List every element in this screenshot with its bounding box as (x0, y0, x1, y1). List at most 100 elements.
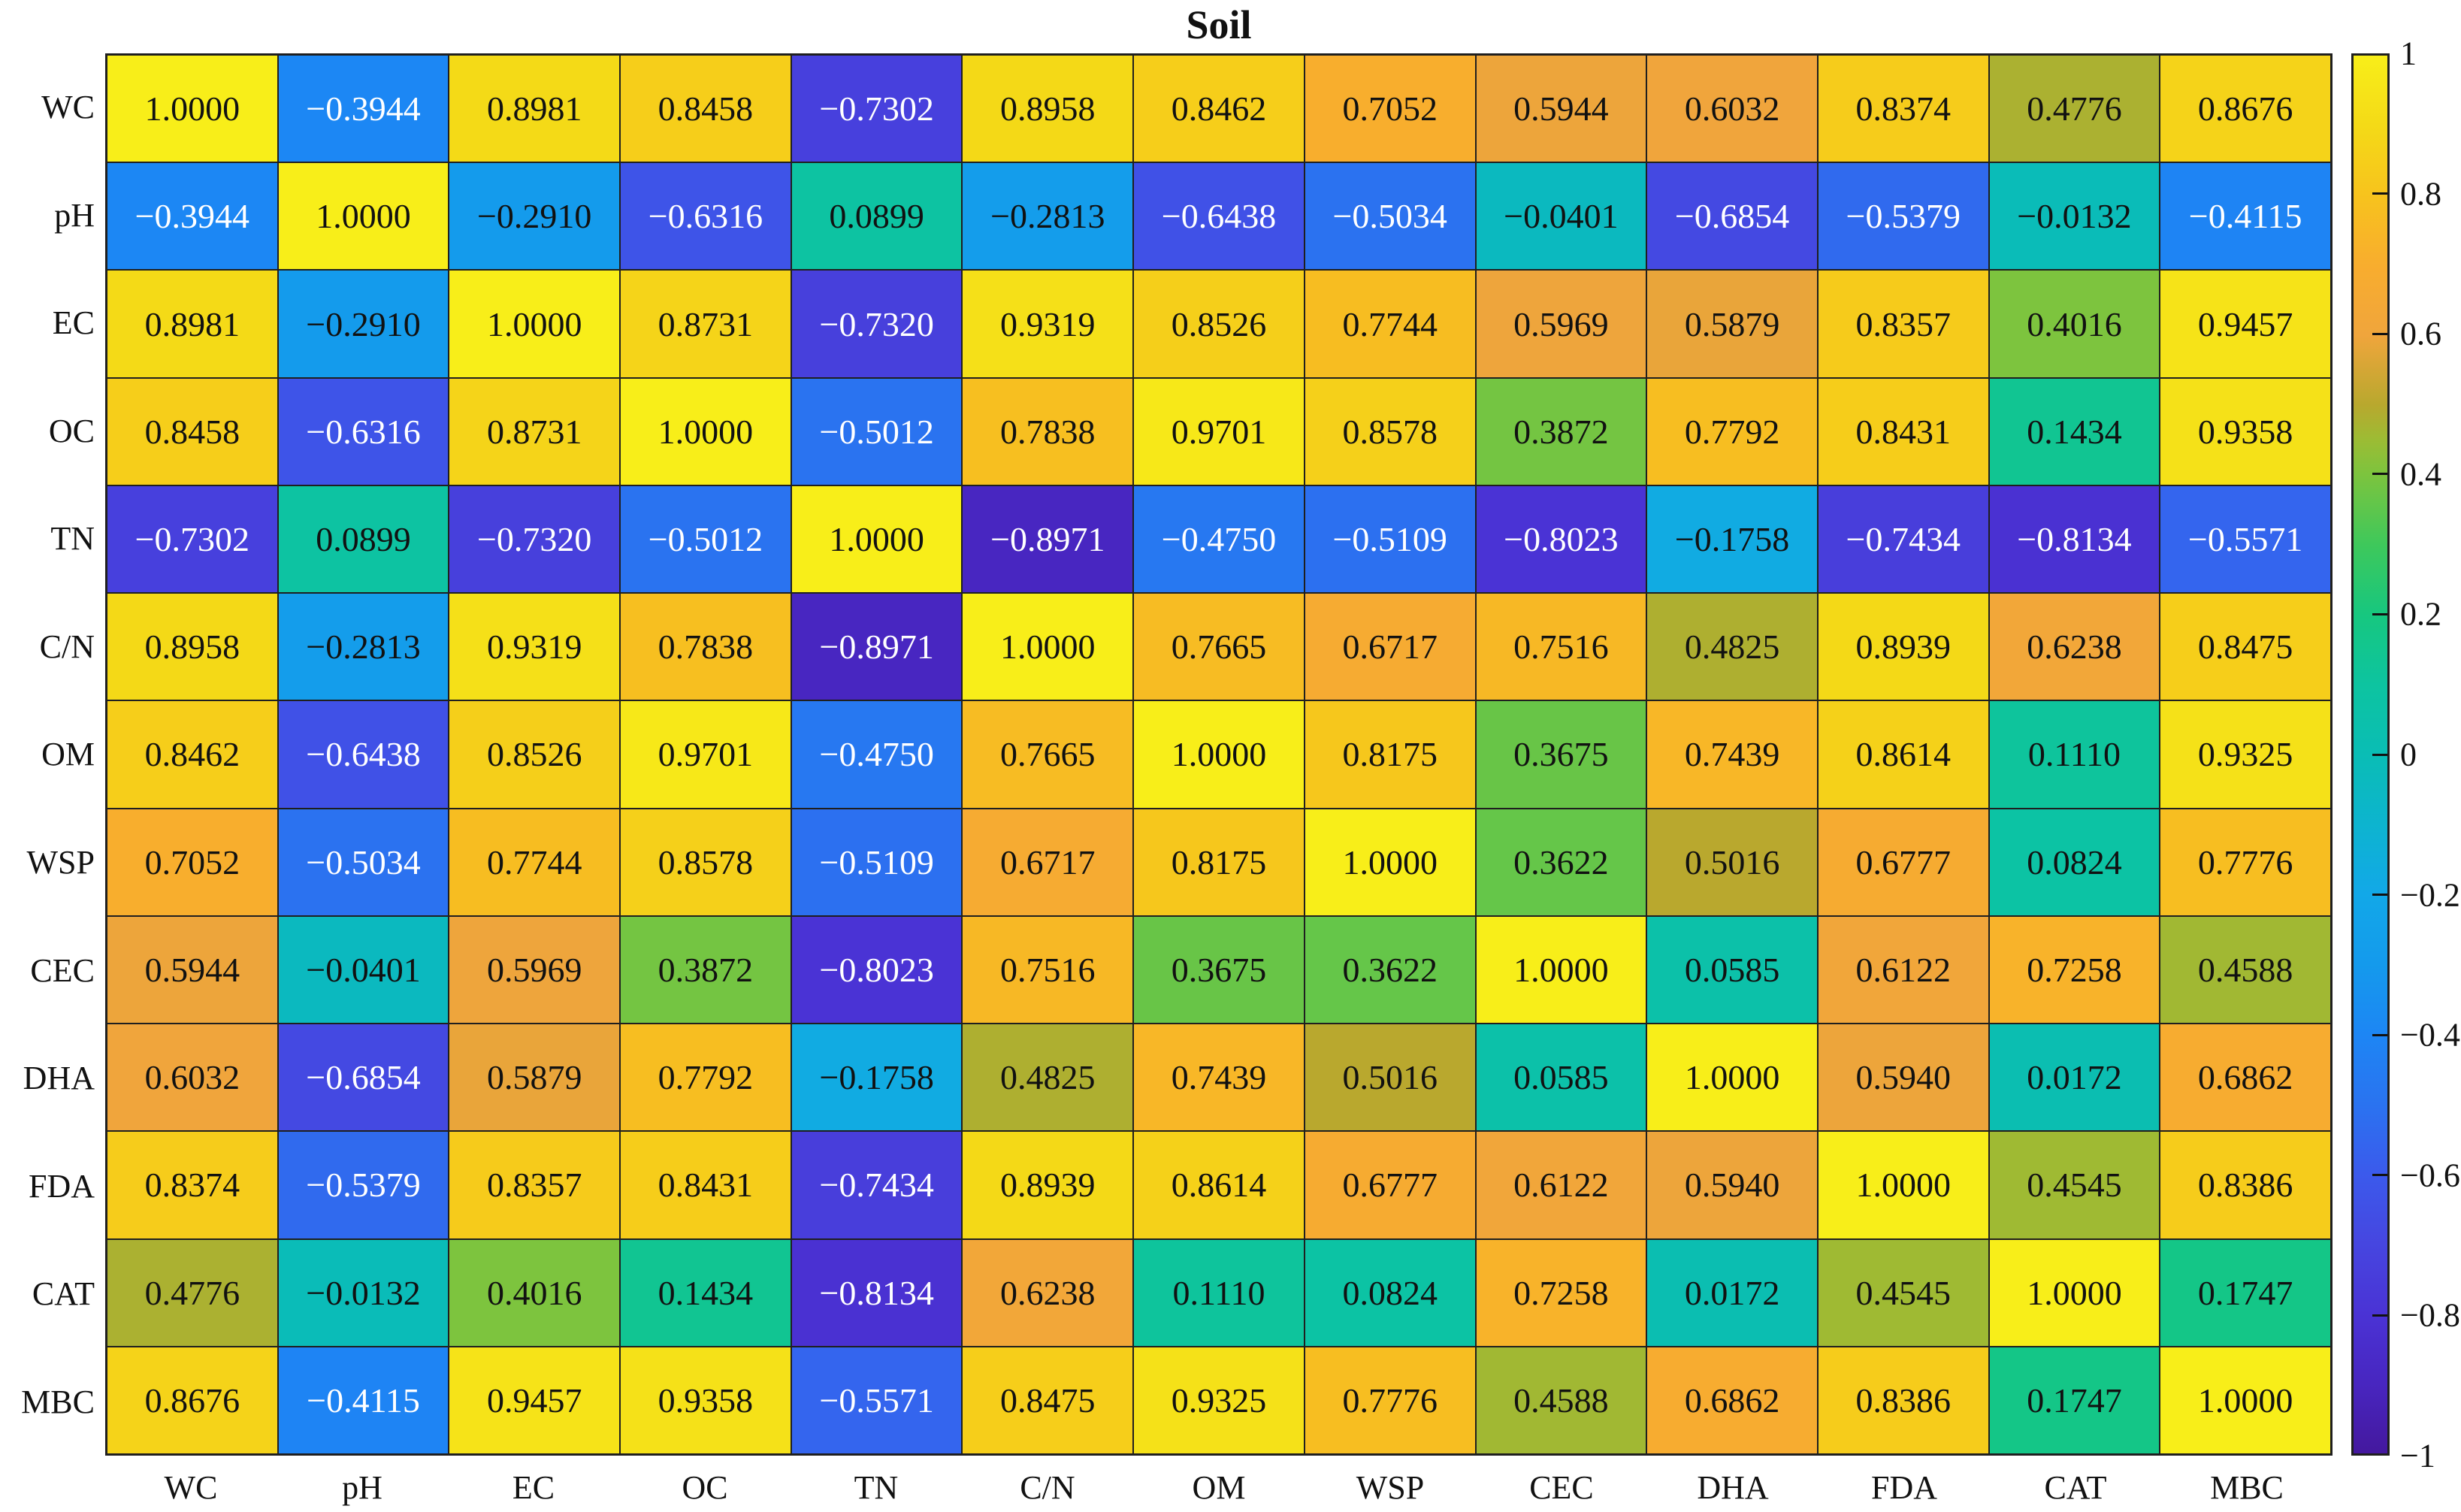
colorbar-tick (2372, 332, 2387, 335)
heatmap-cell: 0.8731 (449, 378, 620, 485)
heatmap-cell: 0.6717 (1305, 594, 1475, 700)
heatmap-cell: 0.8462 (107, 701, 277, 808)
heatmap-cell: −0.5012 (791, 378, 962, 485)
colorbar-tick-label: 0.6 (2400, 315, 2441, 352)
y-axis-label: DHA (23, 1060, 95, 1097)
heatmap-cell: 0.1434 (621, 1239, 791, 1346)
y-axis-label: OM (41, 736, 95, 773)
heatmap-cell: −0.0132 (278, 1239, 449, 1346)
heatmap-cell: −0.6854 (278, 1024, 449, 1131)
heatmap-cell: 0.8475 (963, 1347, 1133, 1453)
heatmap-cell: −0.5571 (791, 1347, 962, 1453)
heatmap-cell: 0.8939 (963, 1132, 1133, 1238)
heatmap-cell: 0.0899 (791, 163, 962, 270)
heatmap-cell: −0.5109 (1305, 485, 1475, 593)
heatmap-cell: −0.0401 (278, 916, 449, 1024)
heatmap-cell: 0.7052 (1305, 56, 1475, 162)
heatmap-cell: 0.9358 (2160, 378, 2330, 485)
heatmap-cell: 0.4545 (1989, 1132, 2160, 1238)
heatmap-cell: 0.8374 (1818, 56, 1988, 162)
heatmap-cell: −0.0132 (1989, 163, 2160, 270)
heatmap-cell: 0.8614 (1134, 1132, 1304, 1238)
heatmap-cell: −0.6438 (1134, 163, 1304, 270)
heatmap-cell: 0.7838 (963, 378, 1133, 485)
heatmap-cell: 0.6032 (107, 1024, 277, 1131)
x-axis-labels: WC pH EC OC TN C/N OM WSP CEC DHA FDA CAT MBC (105, 1460, 2333, 1512)
heatmap-cell: −0.2910 (449, 163, 620, 270)
heatmap-cell: 0.8458 (621, 56, 791, 162)
colorbar-tick (2372, 1174, 2387, 1177)
heatmap-cell: 0.3622 (1476, 809, 1646, 915)
heatmap-cell: 0.0824 (1989, 809, 2160, 915)
heatmap-cell: 0.0585 (1476, 1024, 1646, 1131)
heatmap-cell: 1.0000 (621, 378, 791, 485)
colorbar-tick-label: −0.2 (2400, 876, 2460, 914)
heatmap-cell: 0.0585 (1647, 916, 1817, 1024)
heatmap-cell: 0.6032 (1647, 56, 1817, 162)
heatmap-cell: −0.7302 (791, 56, 962, 162)
heatmap-cell: 0.8475 (2160, 594, 2330, 700)
heatmap-cell: 0.8676 (107, 1347, 277, 1453)
heatmap-cell: 0.0172 (1647, 1239, 1817, 1346)
chart-title: Soil (1186, 2, 1252, 47)
heatmap-cell: 0.6122 (1476, 1132, 1646, 1238)
heatmap-cell: 0.7516 (963, 916, 1133, 1024)
y-axis-label: pH (54, 196, 95, 234)
x-axis-label: WSP (1356, 1468, 1425, 1506)
y-axis-label: MBC (21, 1383, 95, 1420)
heatmap-cell: −0.2910 (278, 271, 449, 377)
heatmap-cell: −0.5034 (278, 809, 449, 915)
heatmap-cell: −0.8023 (791, 916, 962, 1024)
heatmap-cell: −0.8023 (1476, 485, 1646, 593)
heatmap-cell: 0.7052 (107, 809, 277, 915)
heatmap-cell: 1.0000 (963, 594, 1133, 700)
colorbar-tick-label: −0.8 (2400, 1296, 2460, 1334)
heatmap-cell: −0.8971 (963, 485, 1133, 593)
heatmap-cell: 1.0000 (107, 56, 277, 162)
heatmap-cell: 0.9319 (449, 594, 620, 700)
heatmap-cell: −0.5379 (278, 1132, 449, 1238)
heatmap-cell: 0.7776 (2160, 809, 2330, 915)
heatmap-cell: 0.8578 (1305, 378, 1475, 485)
y-axis-label: TN (50, 520, 95, 558)
heatmap-cell: 1.0000 (2160, 1347, 2330, 1453)
heatmap-cell: 0.1110 (1989, 701, 2160, 808)
heatmap-cell: 0.7792 (621, 1024, 791, 1131)
heatmap-cell: 0.4588 (1476, 1347, 1646, 1453)
heatmap-cell: 0.7838 (621, 594, 791, 700)
heatmap-cell: 1.0000 (1647, 1024, 1817, 1131)
heatmap-cell: 0.8175 (1134, 809, 1304, 915)
heatmap-cell: −0.4115 (2160, 163, 2330, 270)
heatmap-cell: 0.5879 (449, 1024, 620, 1131)
y-axis-label: CEC (30, 951, 95, 989)
x-axis-label: EC (512, 1468, 555, 1506)
heatmap-cell: −0.0401 (1476, 163, 1646, 270)
heatmap-cell: −0.6438 (278, 701, 449, 808)
x-axis-label: C/N (1020, 1468, 1075, 1506)
heatmap-cell: −0.5012 (621, 485, 791, 593)
heatmap-cell: −0.5379 (1818, 163, 1988, 270)
heatmap-cell: 0.4016 (1989, 271, 2160, 377)
heatmap-cell: 0.7776 (1305, 1347, 1475, 1453)
heatmap-cell: 0.8357 (449, 1132, 620, 1238)
heatmap-cell: 0.8431 (621, 1132, 791, 1238)
heatmap-cell: 0.8939 (1818, 594, 1988, 700)
heatmap-cell: −0.8971 (791, 594, 962, 700)
y-axis-label: C/N (39, 627, 95, 665)
heatmap-cell: 0.9701 (1134, 378, 1304, 485)
heatmap-cell: −0.2813 (963, 163, 1133, 270)
x-axis-label: OC (682, 1468, 728, 1506)
heatmap-cell: 1.0000 (1989, 1239, 2160, 1346)
heatmap-cell: 0.7744 (449, 809, 620, 915)
heatmap-cell: 0.6238 (963, 1239, 1133, 1346)
heatmap-cell: 1.0000 (278, 163, 449, 270)
heatmap-cell: 0.5969 (449, 916, 620, 1024)
y-axis-label: WSP (26, 844, 95, 881)
heatmap-cell: 0.0172 (1989, 1024, 2160, 1131)
heatmap-cell: 0.3622 (1305, 916, 1475, 1024)
heatmap-cell: 0.6122 (1818, 916, 1988, 1024)
heatmap-cell: 0.6717 (963, 809, 1133, 915)
heatmap-cell: 1.0000 (449, 271, 620, 377)
heatmap-cell: 0.6777 (1305, 1132, 1475, 1238)
x-axis-label: TN (854, 1468, 899, 1506)
